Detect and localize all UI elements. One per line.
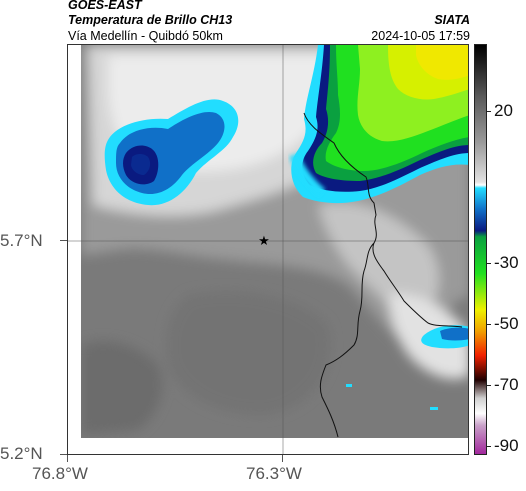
northeast-convective-cloud [289, 45, 468, 204]
colorbar-tick [487, 263, 491, 264]
colorbar-tick [487, 324, 491, 325]
lat-tick-label: 5.7°N [0, 231, 43, 250]
no-data-left [68, 45, 81, 454]
brightness-temperature-image: ★ [68, 45, 468, 454]
colorbar-tick-label: -70 [494, 375, 519, 394]
colorbar-tick [487, 385, 491, 386]
colorbar-tick-label: -90 [494, 436, 519, 455]
satellite-label: GOES-EAST [68, 0, 142, 12]
colorbar-fill [475, 45, 486, 454]
no-data-bottom [68, 438, 468, 454]
product-title: Temperatura de Brillo CH13 [68, 13, 233, 27]
lon-tick [67, 455, 68, 462]
lat-tick [60, 454, 67, 455]
colorbar-tick [487, 446, 491, 447]
lat-tick-label: 5.2°N [0, 444, 43, 463]
colorbar-tick-label: 20 [494, 101, 513, 120]
lat-tick [60, 240, 67, 241]
star-icon: ★ [258, 234, 270, 249]
west-convective-cloud [104, 99, 239, 206]
colorbar-tick-label: -50 [494, 314, 519, 333]
colorbar-tick-label: -30 [494, 253, 519, 272]
colorbar-gradient [475, 45, 486, 454]
lon-tick-label: 76.8°W [32, 464, 88, 483]
department-border [303, 112, 463, 438]
lon-tick-label: 76.3°W [246, 464, 302, 483]
timestamp-label: 2024-10-05 17:59 [371, 29, 470, 43]
temperature-colorbar [474, 44, 487, 455]
lon-tick [282, 455, 283, 462]
colorbar-tick [487, 111, 491, 112]
source-label: SIATA [434, 13, 470, 27]
route-subtitle: Vía Medellín - Quibdó 50km [68, 29, 223, 43]
satellite-map[interactable]: ★ [67, 44, 469, 455]
small-cold-cells [346, 325, 468, 410]
